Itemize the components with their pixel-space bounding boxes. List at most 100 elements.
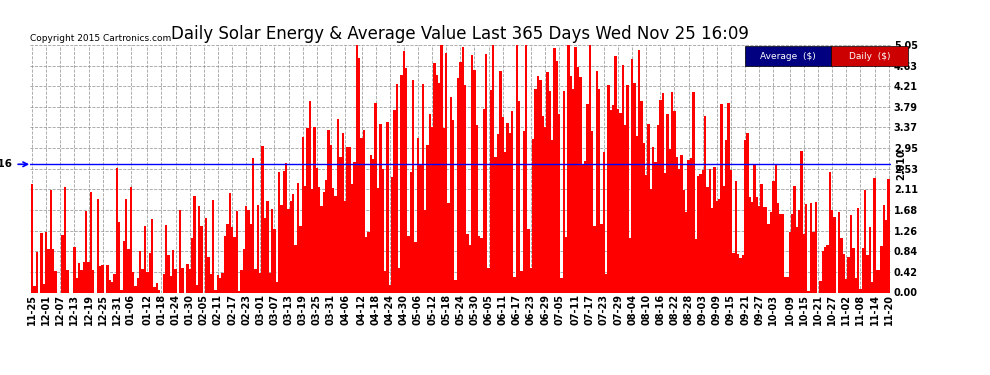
Bar <box>690 158 692 292</box>
Bar <box>598 90 600 292</box>
Bar <box>229 193 231 292</box>
Bar <box>487 268 490 292</box>
Bar <box>617 109 619 292</box>
Bar <box>622 65 624 292</box>
Bar <box>434 63 436 292</box>
Bar <box>673 111 676 292</box>
Bar <box>92 270 94 292</box>
Bar <box>645 176 647 292</box>
Bar <box>798 210 800 292</box>
Bar <box>348 147 350 292</box>
Bar <box>880 246 883 292</box>
Bar <box>128 249 130 292</box>
Bar <box>191 238 193 292</box>
Bar <box>755 197 758 292</box>
Bar <box>464 85 466 292</box>
Bar <box>353 162 355 292</box>
Bar <box>847 256 849 292</box>
Bar <box>381 169 384 292</box>
Bar <box>302 137 304 292</box>
Bar <box>706 187 709 292</box>
Bar <box>358 58 360 292</box>
Bar <box>132 272 135 292</box>
Bar <box>702 170 704 292</box>
Bar <box>743 141 746 292</box>
Bar <box>422 84 424 292</box>
Bar <box>649 189 652 292</box>
Bar <box>723 186 725 292</box>
Bar <box>325 180 328 292</box>
Bar <box>733 253 735 292</box>
Bar <box>261 146 264 292</box>
Text: 2.616: 2.616 <box>0 159 28 169</box>
Bar <box>767 225 770 292</box>
Bar <box>683 190 685 292</box>
Bar <box>200 226 203 292</box>
Bar <box>627 85 629 292</box>
Bar <box>252 158 254 292</box>
Bar <box>793 186 796 292</box>
Bar <box>762 207 765 292</box>
Bar <box>135 286 137 292</box>
Bar <box>506 123 509 292</box>
Bar <box>600 224 603 292</box>
Bar <box>521 271 523 292</box>
Bar <box>492 45 494 292</box>
Text: Average  ($): Average ($) <box>759 52 816 61</box>
Bar <box>111 282 113 292</box>
Bar <box>384 271 386 292</box>
Bar <box>212 200 215 292</box>
Bar <box>504 152 506 292</box>
FancyBboxPatch shape <box>744 46 831 66</box>
Bar <box>379 124 381 292</box>
Bar <box>610 110 612 292</box>
Bar <box>728 103 730 292</box>
Bar <box>845 279 847 292</box>
Bar <box>664 173 666 292</box>
Bar <box>687 160 690 292</box>
Bar <box>513 277 516 292</box>
Bar <box>861 248 864 292</box>
Bar <box>676 157 678 292</box>
Bar <box>579 77 581 292</box>
Bar <box>586 104 589 292</box>
Bar <box>346 147 348 292</box>
Bar <box>256 205 259 292</box>
Bar <box>740 258 742 292</box>
Bar <box>654 162 656 292</box>
Bar <box>542 116 544 292</box>
Bar <box>608 85 610 292</box>
Bar <box>555 61 558 292</box>
Bar <box>97 199 99 292</box>
Bar <box>429 114 431 292</box>
Bar <box>593 226 596 292</box>
Bar <box>695 239 697 292</box>
Bar <box>140 252 142 292</box>
Bar <box>480 238 483 292</box>
Bar <box>760 183 762 292</box>
Bar <box>123 241 125 292</box>
Bar <box>652 147 654 292</box>
Bar <box>393 110 396 292</box>
Bar <box>454 280 456 292</box>
Bar <box>494 157 497 292</box>
Bar <box>391 177 393 292</box>
Bar <box>577 68 579 292</box>
Bar <box>511 111 513 292</box>
Bar <box>48 249 50 292</box>
Bar <box>876 270 878 292</box>
Bar <box>372 159 374 292</box>
Bar <box>167 255 169 292</box>
Bar <box>61 236 63 292</box>
Bar <box>721 104 723 292</box>
Bar <box>226 224 229 292</box>
Bar <box>179 210 181 292</box>
Bar <box>533 139 535 292</box>
Bar <box>558 114 560 292</box>
Bar <box>704 116 706 292</box>
Bar <box>36 252 38 292</box>
Bar <box>186 264 188 292</box>
Bar <box>619 113 622 292</box>
Bar <box>224 236 226 292</box>
Bar <box>827 245 829 292</box>
